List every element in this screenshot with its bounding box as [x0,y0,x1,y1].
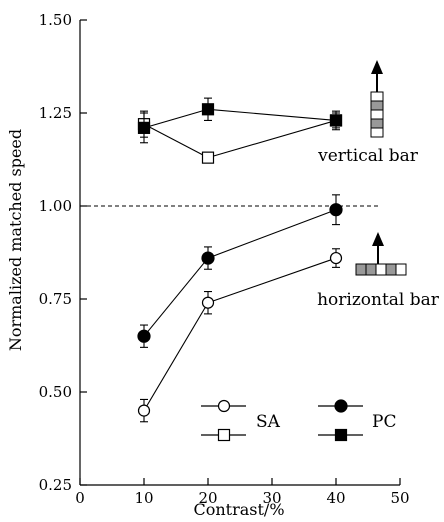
series-pc-square-filled [137,97,343,144]
data-point [329,114,343,127]
data-point [329,251,343,265]
series-segment [143,302,209,411]
series-segment [143,257,209,337]
legend-marker-pc-circle [334,399,348,413]
x-tick-label: 30 [262,489,281,507]
series-sa-circle-open [137,248,343,423]
y-tick-label: 0.75 [39,290,72,308]
arrow-up-icon-head [372,232,384,246]
series-group [137,97,343,423]
series-pc-circle-filled [137,194,343,348]
vertical-bar-cell [370,127,384,138]
annotation-vertical-bar: vertical bar [317,146,419,166]
data-point [201,103,215,116]
data-point [137,404,151,417]
legend-label-sa: SA [256,412,281,432]
data-point [137,329,151,343]
series-segment [207,209,337,259]
legend-marker-sa-square [217,428,231,442]
data-point [329,203,343,217]
x-tick-label: 10 [134,489,153,507]
data-point [201,296,215,309]
x-tick-label: 50 [390,489,409,507]
series-segment [143,123,209,159]
arrow-up-icon-head [371,60,383,74]
y-tick-label: 0.50 [39,383,72,401]
legend-label-pc: PC [372,412,396,432]
y-tick-label: 1.00 [39,197,72,215]
legend-marker-pc-square [334,428,348,442]
x-tick-label: 20 [198,489,217,507]
x-axis-label: Contrast/% [193,500,284,519]
series-sa-square-open [137,110,343,164]
x-tick-label: 40 [326,489,345,507]
data-point [201,251,215,265]
y-tick-label: 1.25 [39,104,72,122]
series-segment [143,108,209,129]
horizontal-bar-cell [385,263,397,276]
data-point [201,151,215,164]
horizontal-bar-cell [365,263,377,276]
y-tick-label: 1.50 [39,11,72,29]
horizontal-bar-cell [395,263,407,276]
y-tick-label: 0.25 [39,476,72,494]
x-tick-label: 0 [75,489,85,507]
horizontal-bar-cell [355,263,367,276]
annotation-horizontal-bar: horizontal bar [317,290,440,310]
data-point [137,121,151,134]
series-segment [207,108,337,121]
vertical-bar-cell [370,91,384,102]
horizontal-bar-cell [375,263,387,276]
vertical-bar-cell [370,100,384,111]
legend: SA PC [201,399,396,442]
vertical-bar-cell [370,118,384,129]
series-segment [207,257,337,304]
y-axis-label: Normalized matched speed [6,129,25,351]
legend-marker-sa-circle [217,399,231,413]
vertical-bar-cell [370,109,384,120]
axes: 0 10 20 30 40 50 0.25 0.50 0.75 1.00 1.25 1.50 [39,11,410,507]
series-segment [207,119,337,159]
stimulus-icons [355,60,407,276]
